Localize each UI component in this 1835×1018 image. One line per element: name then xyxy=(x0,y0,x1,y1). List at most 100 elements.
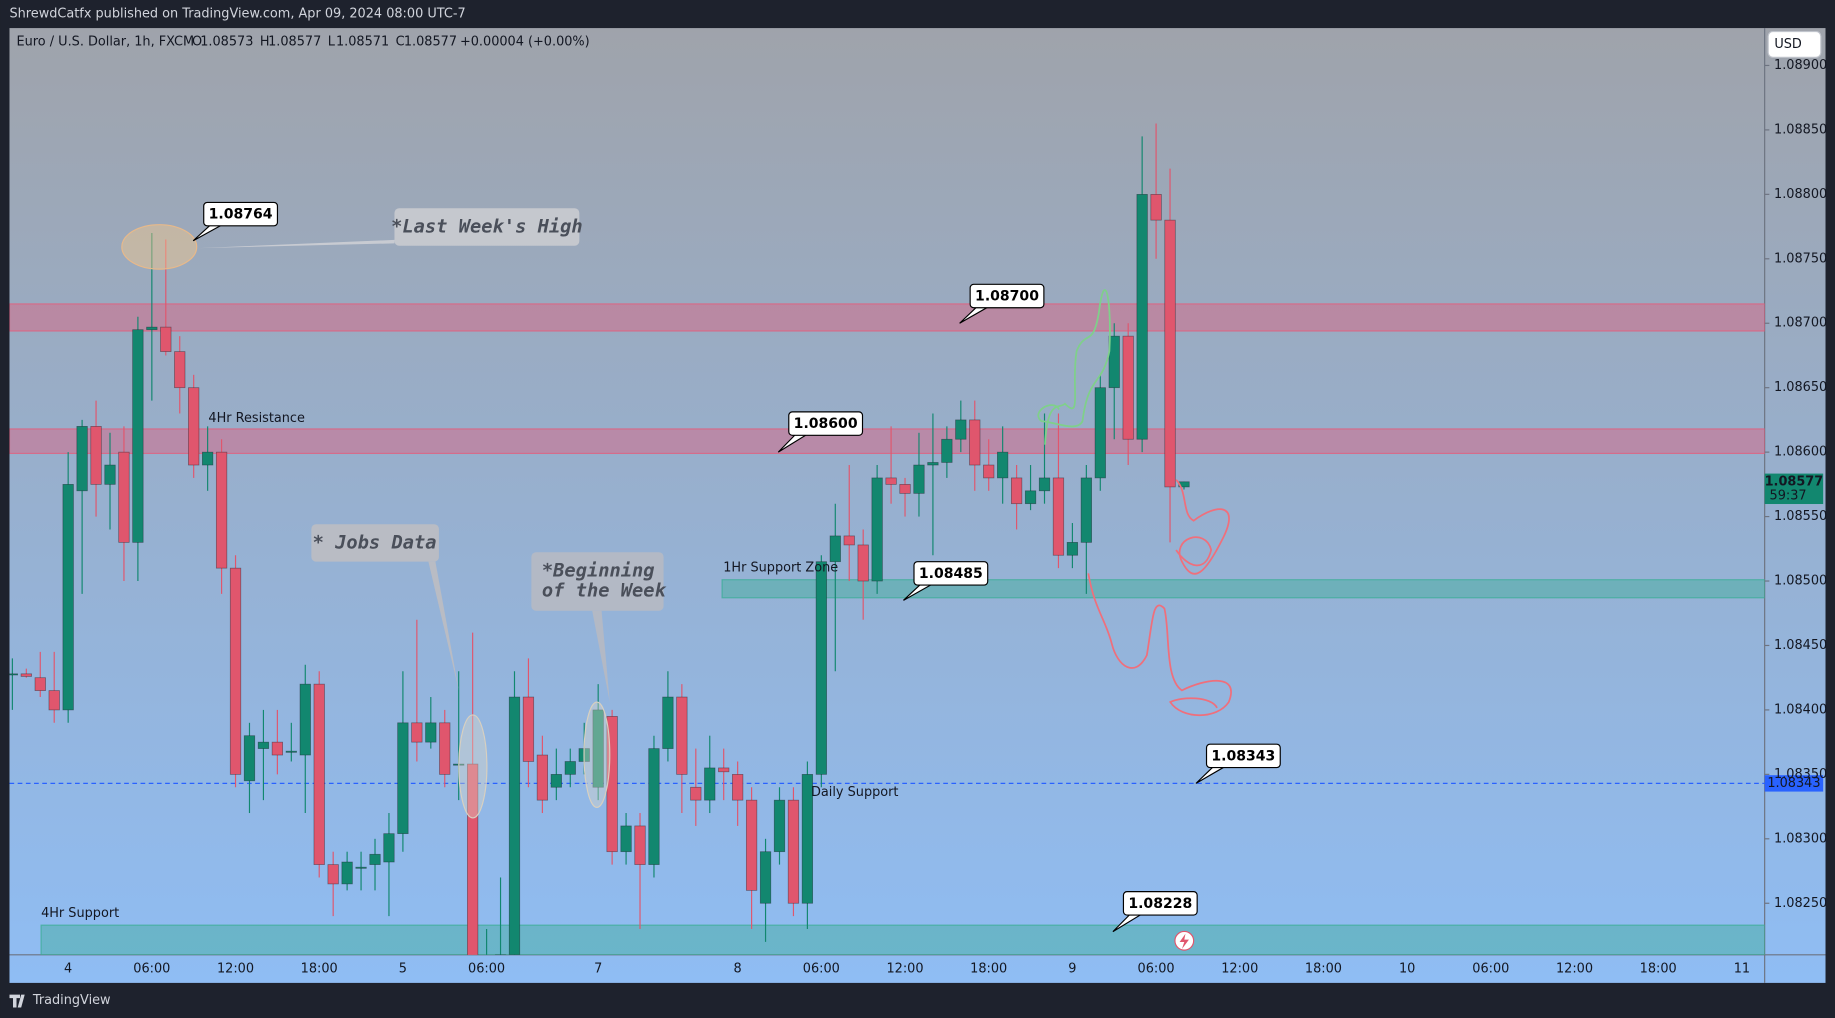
candle-body xyxy=(1024,490,1037,505)
ohlc-value: 1.08571 xyxy=(336,35,389,50)
x-tick-label: 18:00 xyxy=(970,961,1007,976)
note-pointer xyxy=(592,610,610,703)
candle-body xyxy=(411,722,423,743)
note-text: *Beginning xyxy=(542,561,655,582)
candle-body xyxy=(1066,542,1079,556)
candle-body xyxy=(1136,194,1148,440)
zone-label: 1Hr Support Zone xyxy=(723,561,838,576)
candle-body xyxy=(62,484,74,711)
callout-box xyxy=(969,283,1045,309)
hand-drawing xyxy=(1037,289,1111,445)
candle-body xyxy=(285,750,297,753)
ohlc-letter: L xyxy=(328,35,336,50)
x-tick-label: 8 xyxy=(734,961,742,976)
candle-body xyxy=(732,774,744,801)
candle-body xyxy=(341,861,353,885)
candle-body xyxy=(522,696,535,762)
jobs-ellipse xyxy=(458,714,488,819)
candle-body xyxy=(1094,387,1106,479)
callout-label: 1.08600 xyxy=(794,416,858,432)
y-tick-label: 1.08750 xyxy=(1774,251,1827,266)
candle-body xyxy=(202,451,214,466)
symbol: Euro / U.S. Dollar, 1h, FXCM xyxy=(17,35,195,50)
y-tick-label: 1.08450 xyxy=(1774,638,1827,653)
candle-body xyxy=(467,763,479,955)
x-tick-label: 06:00 xyxy=(468,961,505,976)
ohlc-value: 1.08577 xyxy=(404,35,457,50)
candle-body xyxy=(913,464,925,494)
candle-body xyxy=(313,683,325,865)
candle-body xyxy=(383,833,395,863)
x-tick-label: 06:00 xyxy=(1138,961,1175,976)
currency-button-label[interactable]: USD xyxy=(1774,37,1802,52)
candle-body xyxy=(215,451,228,569)
note-pointer xyxy=(428,561,459,691)
candle-body xyxy=(1122,335,1134,440)
support-label: Daily Support xyxy=(811,785,898,800)
candle-body xyxy=(787,799,800,904)
candle-body xyxy=(257,741,270,749)
candle-body xyxy=(676,696,688,775)
x-tick-label: 12:00 xyxy=(217,961,254,976)
x-tick-label: 18:00 xyxy=(1305,961,1342,976)
y-tick-label: 1.08500 xyxy=(1774,574,1827,589)
x-tick-label: 7 xyxy=(594,961,602,976)
candle-body xyxy=(48,690,60,711)
x-tick-label: 11 xyxy=(1734,961,1750,976)
candle-body xyxy=(439,722,451,775)
support-price-label: 1.08343 xyxy=(1767,776,1820,791)
candle-body xyxy=(160,326,172,352)
candle-body xyxy=(76,426,88,492)
note-text: of the Week xyxy=(542,580,667,601)
x-tick-label: 12:00 xyxy=(1556,961,1593,976)
callout-label: 1.08764 xyxy=(209,207,273,223)
candle-body xyxy=(885,477,897,485)
candle-body xyxy=(773,799,786,853)
y-tick-label: 1.08600 xyxy=(1774,445,1827,460)
y-tick-label: 1.08650 xyxy=(1774,380,1827,395)
candle-body xyxy=(1108,335,1120,389)
note-box xyxy=(531,552,664,611)
y-tick-label: 1.08900 xyxy=(1774,58,1827,73)
note-text: * Jobs Data xyxy=(313,532,437,553)
footer-brand: TradingView xyxy=(32,993,111,1008)
candle-body xyxy=(536,754,549,801)
candle-body xyxy=(592,709,604,788)
candle-body xyxy=(634,825,646,865)
candle-body xyxy=(104,464,116,485)
change: +0.00004 (+0.00%) xyxy=(460,35,590,50)
candle-body xyxy=(997,451,1009,479)
callout-box xyxy=(203,201,279,227)
candle-body xyxy=(662,696,674,749)
plot-background xyxy=(9,28,1826,983)
candle-body xyxy=(1010,477,1023,505)
ohlc-value: 1.08577 xyxy=(268,35,321,50)
candle-body xyxy=(327,864,339,885)
zone xyxy=(721,579,1765,599)
high-ellipse xyxy=(121,224,198,270)
note-box xyxy=(311,524,439,562)
x-tick-label: 06:00 xyxy=(133,961,170,976)
y-tick-label: 1.08800 xyxy=(1774,187,1827,202)
zone xyxy=(9,428,1765,455)
candle-body xyxy=(690,786,702,801)
candle-body xyxy=(146,326,158,331)
callout-box xyxy=(788,411,864,436)
note-pointer xyxy=(199,239,395,249)
candle-body xyxy=(843,535,855,546)
legend: Euro / U.S. Dollar, 1h, FXCM O1.08573 H1.… xyxy=(17,35,590,50)
candle-body xyxy=(955,419,967,440)
callout-label: 1.08228 xyxy=(1128,896,1192,912)
y-tick-label: 1.08300 xyxy=(1774,831,1827,846)
zone-label: 4Hr Resistance xyxy=(208,411,305,426)
y-tick-label: 1.08400 xyxy=(1774,702,1827,717)
candle-body xyxy=(550,774,562,788)
candle-body xyxy=(745,799,758,891)
currency-button[interactable] xyxy=(1767,31,1822,58)
candle-body xyxy=(1052,477,1065,556)
candle-body xyxy=(871,477,883,582)
candle-body xyxy=(969,419,981,466)
candle-body xyxy=(271,741,283,756)
hand-drawing xyxy=(1087,479,1232,716)
